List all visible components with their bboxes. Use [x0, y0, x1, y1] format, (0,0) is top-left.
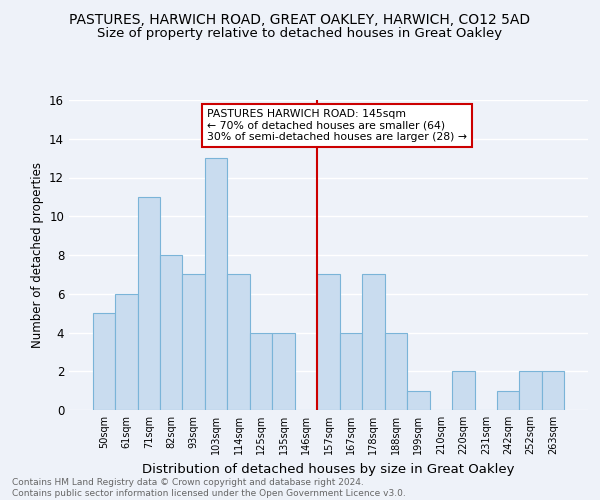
Bar: [317, 274, 340, 410]
Text: PASTURES, HARWICH ROAD, GREAT OAKLEY, HARWICH, CO12 5AD: PASTURES, HARWICH ROAD, GREAT OAKLEY, HA…: [70, 12, 530, 26]
Y-axis label: Number of detached properties: Number of detached properties: [31, 162, 44, 348]
Bar: [92, 313, 115, 410]
Bar: [362, 274, 385, 410]
Bar: [182, 274, 205, 410]
Bar: [137, 197, 160, 410]
Bar: [520, 371, 542, 410]
Bar: [407, 390, 430, 410]
Bar: [497, 390, 520, 410]
Bar: [250, 332, 272, 410]
Bar: [115, 294, 137, 410]
X-axis label: Distribution of detached houses by size in Great Oakley: Distribution of detached houses by size …: [142, 462, 515, 475]
Bar: [227, 274, 250, 410]
Bar: [205, 158, 227, 410]
Bar: [272, 332, 295, 410]
Bar: [542, 371, 565, 410]
Bar: [160, 255, 182, 410]
Bar: [452, 371, 475, 410]
Text: Contains HM Land Registry data © Crown copyright and database right 2024.
Contai: Contains HM Land Registry data © Crown c…: [12, 478, 406, 498]
Text: Size of property relative to detached houses in Great Oakley: Size of property relative to detached ho…: [97, 28, 503, 40]
Bar: [385, 332, 407, 410]
Bar: [340, 332, 362, 410]
Text: PASTURES HARWICH ROAD: 145sqm
← 70% of detached houses are smaller (64)
30% of s: PASTURES HARWICH ROAD: 145sqm ← 70% of d…: [207, 108, 467, 142]
